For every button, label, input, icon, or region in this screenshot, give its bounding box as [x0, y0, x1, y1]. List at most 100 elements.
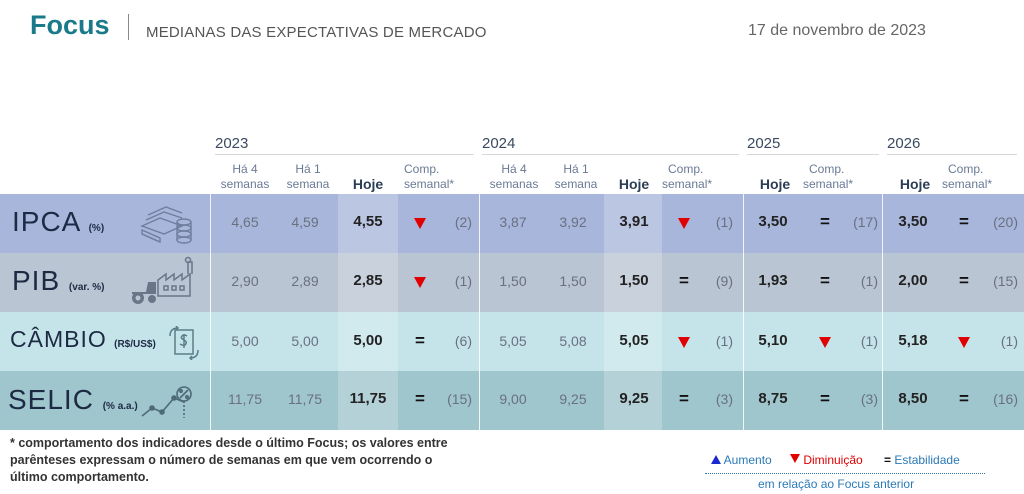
value-ha4: 9,00 [499, 391, 527, 407]
brand-divider [128, 14, 129, 40]
header-ha1-2023: Há 1 semana [286, 162, 330, 191]
label-cambio: CÂMBIO (R$/US$) [10, 326, 156, 352]
triangle-down-icon [414, 277, 426, 288]
weeks-count: (15) [447, 391, 472, 407]
value-ha1: 1,50 [559, 273, 587, 289]
legend-note: em relação ao Focus anterior [758, 477, 915, 491]
factory-tractor-icon [128, 256, 204, 311]
brand-title: Focus [30, 10, 110, 40]
weeks-count: (3) [860, 391, 878, 407]
header-comp-2024: Comp. semanal* [662, 162, 713, 191]
weeks-count: (6) [454, 333, 472, 349]
equal-sign: = [959, 212, 969, 231]
label-pib: PIB (var. %) [12, 265, 105, 296]
header-ha1-2024: Há 1 semana [554, 162, 598, 191]
value-hoje: 5,05 [619, 332, 649, 349]
weeks-count: (17) [853, 214, 878, 230]
row-selic [0, 371, 1024, 430]
equal-sign: = [679, 271, 689, 290]
value-ha4: 4,65 [231, 214, 259, 230]
value-ha4: 5,05 [499, 333, 527, 349]
triangle-down-icon [678, 218, 690, 229]
header-comp-2025: Comp. semanal* [803, 162, 854, 191]
year-2026-label: 2026 [887, 135, 921, 152]
page-subtitle: MEDIANAS DAS EXPECTATIVAS DE MERCADO [146, 24, 487, 41]
row-pib [0, 253, 1024, 312]
weeks-count: (20) [993, 214, 1018, 230]
weeks-count: (2) [454, 214, 472, 230]
column-separator [210, 194, 211, 430]
row-cambio [0, 312, 1024, 371]
column-separator [479, 194, 480, 430]
value-hoje: 4,55 [353, 213, 383, 230]
triangle-up-icon [711, 455, 721, 464]
value-hoje: 5,18 [898, 332, 928, 349]
weeks-count: (1) [860, 273, 878, 289]
header-hoje-2024: Hoje [618, 176, 650, 192]
triangle-down-icon [819, 337, 831, 348]
report-date: 17 de novembro de 2023 [748, 22, 926, 39]
triangle-down-icon [678, 337, 690, 348]
hoje-column-2024 [604, 194, 662, 430]
legend-up: Aumento [711, 453, 772, 467]
header-ha4-2024: Há 4 semanas [489, 162, 539, 191]
triangle-down-icon [414, 218, 426, 229]
legend-down: Diminuição [790, 453, 863, 467]
weeks-count: (9) [715, 273, 733, 289]
label-ipca: IPCA (%) [12, 206, 105, 237]
legend-equal: = Estabilidade [884, 453, 960, 467]
value-hoje: 5,00 [353, 332, 383, 349]
year-2023-label: 2023 [215, 135, 249, 152]
value-ha4: 5,00 [231, 333, 259, 349]
value-ha4: 11,75 [228, 391, 262, 407]
footnote: * comportamento dos indicadores desde o … [10, 436, 448, 484]
value-ha1: 9,25 [559, 391, 587, 407]
triangle-down-icon [958, 337, 970, 348]
value-hoje: 2,85 [353, 272, 383, 289]
header-hoje-2026: Hoje [899, 176, 931, 192]
equal-sign: = [820, 271, 830, 290]
equal-sign: = [820, 212, 830, 231]
value-ha4: 3,87 [499, 214, 527, 230]
value-ha1: 11,75 [288, 391, 322, 407]
currency-exchange-icon [168, 325, 200, 365]
value-hoje: 3,50 [898, 213, 928, 230]
weeks-count: (1) [454, 273, 472, 289]
value-hoje: 3,91 [619, 213, 649, 230]
money-stack-icon [138, 200, 196, 253]
header-hoje-2025: Hoje [759, 176, 791, 192]
value-ha1: 5,00 [291, 333, 319, 349]
value-ha1: 5,08 [559, 333, 587, 349]
value-ha1: 4,59 [291, 214, 319, 230]
value-ha4: 2,90 [231, 273, 259, 289]
row-ipca [0, 194, 1024, 253]
value-ha1: 2,89 [291, 273, 319, 289]
triangle-down-icon [790, 454, 800, 463]
weeks-count: (3) [715, 391, 733, 407]
header-comp-2023: Comp. semanal* [404, 162, 455, 191]
year-divider [215, 154, 474, 155]
equal-sign: = [820, 389, 830, 408]
column-separator [882, 194, 883, 430]
value-hoje: 9,25 [619, 390, 649, 407]
value-hoje: 3,50 [758, 213, 788, 230]
percent-chart-icon [140, 384, 194, 425]
header-hoje-2023: Hoje [352, 176, 384, 192]
weeks-count: (16) [993, 391, 1018, 407]
equal-sign: = [959, 271, 969, 290]
header-comp-2026: Comp. semanal* [942, 162, 993, 191]
label-selic: SELIC (% a.a.) [8, 384, 138, 415]
equal-sign: = [415, 331, 425, 350]
year-divider [482, 154, 739, 155]
year-2024-label: 2024 [482, 135, 516, 152]
equal-sign: = [415, 389, 425, 408]
year-divider [747, 154, 879, 155]
weeks-count: (1) [715, 333, 733, 349]
header-ha4-2023: Há 4 semanas [220, 162, 270, 191]
value-hoje: 8,50 [898, 390, 928, 407]
equal-sign: = [959, 389, 969, 408]
value-hoje: 1,50 [619, 272, 649, 289]
value-hoje: 8,75 [758, 390, 788, 407]
value-hoje: 2,00 [898, 272, 928, 289]
weeks-count: (1) [1000, 333, 1018, 349]
